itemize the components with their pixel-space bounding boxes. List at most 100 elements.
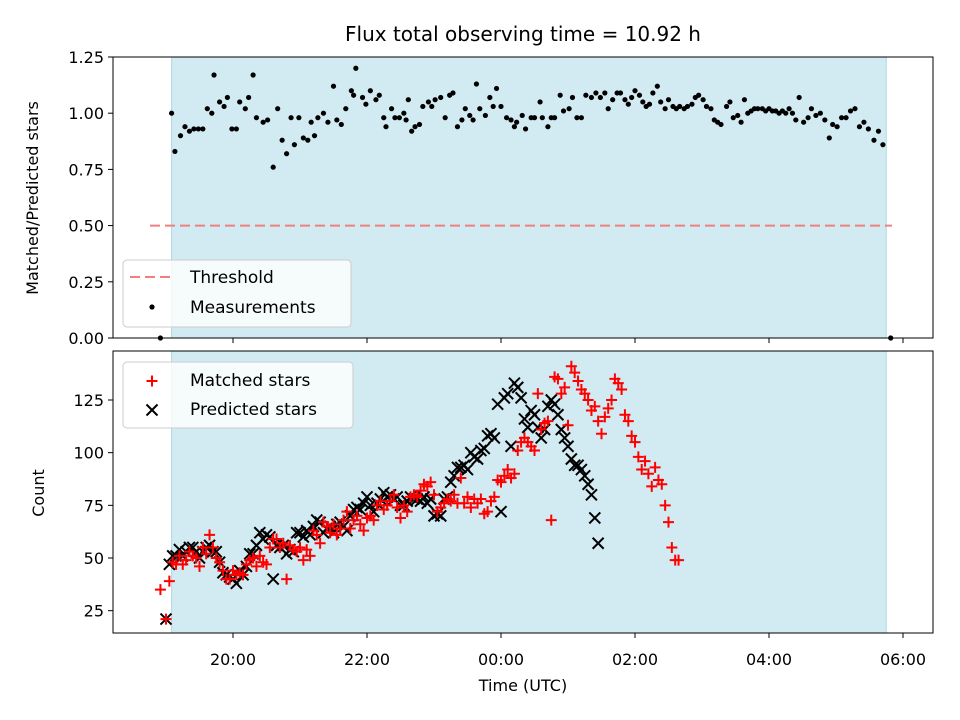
measurement-point: [429, 103, 435, 110]
measurement-point: [442, 115, 448, 121]
measurement-point: [186, 128, 193, 134]
matched-star-point: [475, 493, 487, 505]
x-tick-label: 04:00: [746, 650, 792, 669]
measurement-point: [723, 103, 730, 110]
threshold-legend-label: Threshold: [189, 268, 274, 288]
matched-star-point: [663, 516, 674, 528]
matched-star-point: [334, 523, 346, 535]
measurement-point: [826, 135, 832, 141]
matched-star-point: [415, 485, 427, 497]
measurement-point: [689, 101, 695, 107]
bottom-panel: 25 50 75 100 125 20:00 22:00 00:00 02:00 04:00 06:…: [73, 350, 934, 669]
matched-star-point: [632, 451, 644, 463]
matched-star-point: [529, 445, 540, 457]
measurement-point: [503, 115, 510, 121]
measurement-point: [537, 99, 543, 105]
matched-star-point: [579, 388, 591, 400]
predicted-star-point: [575, 463, 588, 476]
matched-star-point: [559, 381, 571, 393]
measurement-point: [735, 112, 741, 119]
predicted-star-point: [585, 488, 598, 502]
matched-star-point: [622, 415, 634, 427]
measurement-point: [640, 99, 646, 105]
measurement-point: [454, 124, 461, 130]
measurement-point: [822, 117, 828, 123]
measurement-point: [487, 94, 493, 101]
predicted-star-point: [588, 511, 602, 525]
matched-star-point: [596, 428, 607, 440]
measurement-point: [315, 115, 321, 121]
measurement-point: [250, 72, 256, 78]
measurement-point: [308, 119, 314, 125]
matched-star-point: [197, 541, 209, 553]
matched-star-point: [254, 550, 266, 562]
measurement-point: [880, 142, 886, 148]
matched-star-point: [572, 375, 584, 387]
measurement-point: [856, 124, 863, 130]
measurement-point: [830, 121, 836, 128]
measurement-point: [552, 115, 558, 121]
predicted-star-point: [451, 461, 464, 474]
chart-title: Flux total observing time = 10.92 h: [345, 22, 701, 46]
measurement-point: [462, 106, 468, 112]
measurement-point: [560, 108, 567, 114]
matched-star-point: [619, 409, 631, 421]
measurement-point: [493, 85, 500, 92]
measurement-point: [519, 112, 525, 119]
measurement-point: [583, 92, 589, 98]
measurement-point: [334, 117, 340, 123]
measurement-point: [557, 92, 563, 98]
matched-star-point: [602, 402, 614, 414]
measurement-point: [522, 126, 529, 132]
matched-star-point: [154, 584, 166, 596]
matched-star-point: [354, 518, 366, 530]
measurement-legend-label: Measurements: [190, 298, 316, 318]
matched-star-point: [646, 480, 658, 492]
measurement-point: [363, 101, 369, 107]
top-y-tick-label: 0.00: [68, 329, 104, 348]
measurement-point: [617, 90, 624, 96]
measurement-point: [416, 121, 423, 128]
matched-star-point: [656, 478, 668, 490]
predicted-star-point: [541, 400, 555, 413]
measurement-point: [311, 133, 318, 139]
matched-star-point: [552, 373, 564, 385]
measurement-point: [388, 106, 395, 112]
measurement-point: [195, 126, 201, 132]
matched-star-point: [190, 552, 202, 564]
top-y-tick-label: 1.00: [68, 104, 104, 123]
measurement-point: [817, 110, 823, 116]
x-tick-label: 20:00: [210, 650, 256, 669]
x-tick-label: 06:00: [880, 650, 926, 669]
matched-star-point: [200, 548, 212, 560]
measurement-point: [221, 103, 227, 110]
measurement-point: [438, 94, 444, 101]
matched-star-point: [180, 554, 192, 566]
measurement-point: [296, 115, 302, 121]
measurement-point: [539, 115, 545, 121]
matched-star-point: [217, 565, 229, 577]
measurement-point: [477, 106, 483, 112]
measurement-point: [755, 106, 761, 112]
measurement-point: [531, 115, 538, 121]
predicted-star-point: [518, 412, 531, 426]
predicted-star-point: [581, 478, 595, 491]
measurement-point: [373, 97, 379, 103]
measurement-point: [177, 133, 184, 139]
measurement-point: [168, 110, 175, 116]
measurement-point: [875, 128, 882, 134]
predicted-star-point: [357, 497, 370, 510]
bottom-y-tick-label: 100: [73, 444, 104, 463]
predicted-star-point: [548, 398, 561, 411]
matched-star-point: [351, 510, 363, 522]
matched-star-point: [616, 383, 628, 395]
matched-star-point: [535, 423, 547, 435]
measurement-point: [786, 106, 792, 112]
matched-star-point: [666, 541, 678, 553]
matched-star-point: [368, 514, 380, 526]
measurement-point: [654, 83, 660, 89]
matched-star-point: [331, 529, 343, 541]
measurement-point: [242, 106, 248, 112]
matched-star-point: [455, 472, 467, 484]
predicted-star-point: [173, 543, 186, 556]
